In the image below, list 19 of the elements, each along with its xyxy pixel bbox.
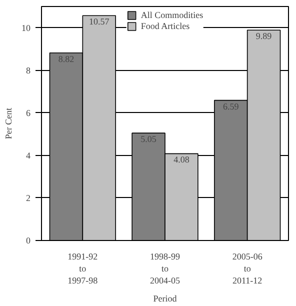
data-label: 5.05 xyxy=(140,134,157,144)
legend-label: Food Articles xyxy=(140,21,190,31)
y-tick-label: 4 xyxy=(26,150,31,160)
y-axis-title: Per Cent xyxy=(4,107,14,140)
data-label: 4.08 xyxy=(174,154,190,165)
y-tick-label: 0 xyxy=(26,236,31,246)
legend-label: All Commodities xyxy=(140,10,204,20)
x-tick-label: 2005-06 to 2011-12 xyxy=(232,252,263,286)
data-label: 8.82 xyxy=(58,54,74,64)
x-axis-title: Period xyxy=(153,294,178,304)
y-tick-label: 2 xyxy=(26,192,30,203)
x-tick-label: 1998-99 to 2004-05 xyxy=(150,252,180,286)
y-tick-label: 8 xyxy=(26,65,31,76)
data-label: 10.57 xyxy=(89,16,110,27)
x-tick-label: 1991-92 to 1997-98 xyxy=(68,252,98,286)
y-tick-label: 10 xyxy=(22,22,31,33)
y-tick-label: 6 xyxy=(26,108,31,118)
data-label: 6.59 xyxy=(222,101,240,112)
data-label: 9.89 xyxy=(256,31,272,42)
